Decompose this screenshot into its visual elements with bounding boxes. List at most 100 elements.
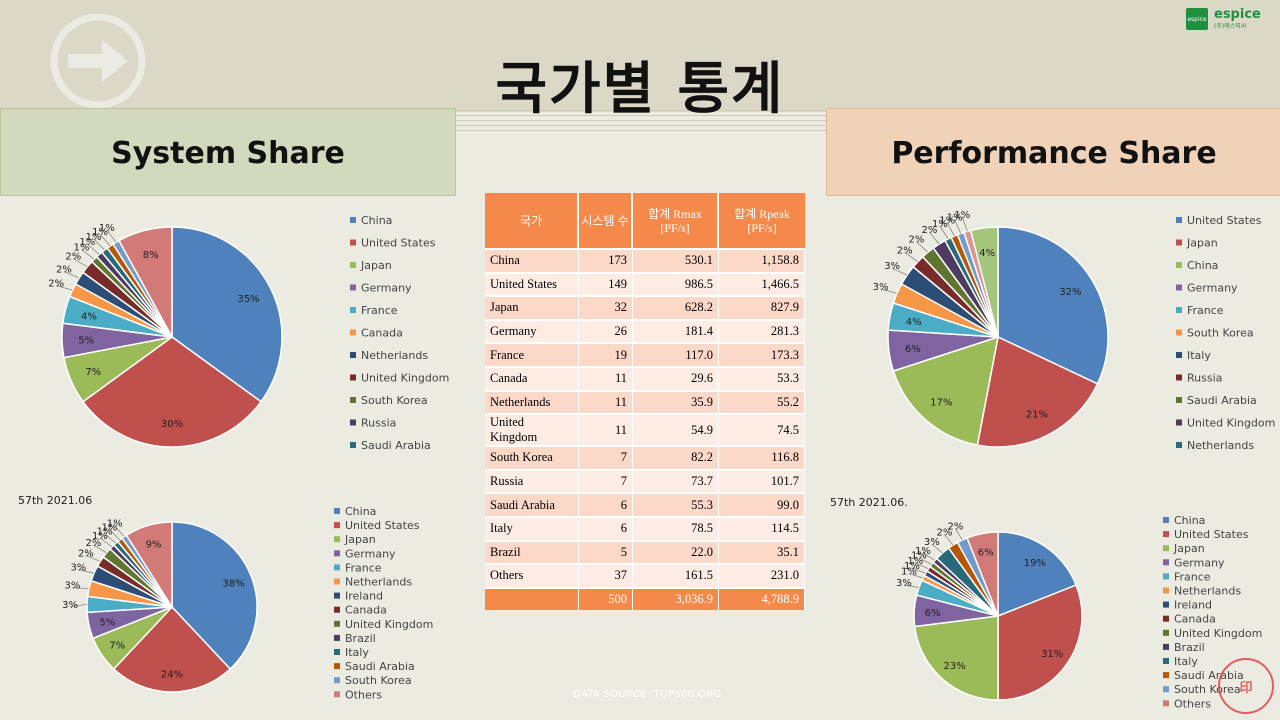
legend-swatch [1163,672,1169,679]
data-label: 1% [904,561,920,572]
data-label: 1% [79,237,95,248]
pie-slice [997,226,1109,385]
legend-label: United States [1187,214,1262,227]
table-cell: 281.3 [719,318,805,343]
table-cell: 101.7 [719,468,805,493]
legend-label: China [1187,259,1218,272]
data-label: 2% [48,279,64,290]
table-row: Italy 6 78.5 114.5 [485,515,805,540]
table-cell: Germany [485,318,579,343]
column-header: 합계 Rmax [PF/s] [633,193,719,248]
legend-label: South Korea [345,674,412,687]
chart-title: 57th 2021.06 [18,494,92,507]
leader-line [891,267,908,276]
legend-swatch [334,508,340,514]
table-cell: Others [485,563,579,587]
table-cell: Russia [485,468,579,493]
pie-slice [976,335,1099,448]
legend-label: China [361,214,392,227]
legend-label: Germany [1174,556,1225,569]
pie-slice [171,226,283,403]
legend-label: Netherlands [1187,439,1254,452]
legend-swatch [1163,629,1169,636]
table-cell: 181.4 [633,318,719,343]
legend-label: South Korea [1187,327,1254,340]
legend-label: Saudi Arabia [1187,394,1257,407]
data-label: 3% [62,600,78,611]
legend-label: Canada [345,604,387,617]
data-label: 2% [936,528,952,539]
data-label: 19% [1024,558,1046,569]
leader-line [903,584,920,588]
legend-label: Italy [1174,655,1198,668]
pie-slice [81,336,263,448]
pie-slice [117,226,173,338]
data-label: 1% [86,232,102,243]
table-cell: South Korea [485,445,579,469]
legend-label: Saudi Arabia [345,660,415,673]
legend-label: Germany [361,282,412,295]
table-cell: 149 [579,271,633,296]
leader-line [946,222,955,237]
table-cell: 173.3 [719,342,805,366]
legend-label: Others [1174,697,1211,710]
table-cell: 173 [579,248,633,272]
data-label: 1% [92,531,108,542]
data-label: 1% [911,551,927,562]
legend-label: Russia [1187,372,1222,385]
data-label: 1% [102,522,118,533]
legend-label: Ireland [1174,599,1212,612]
leader-line [70,603,88,608]
table-cell: Netherlands [485,389,579,414]
data-label: 6% [905,344,921,355]
table-cell: 827.9 [719,295,805,319]
legend-label: Ireland [345,590,383,603]
table-cell: 161.5 [633,563,719,587]
leader-line [911,567,926,574]
legend-label: China [345,505,376,518]
legend-swatch [334,649,340,655]
legend-label: Netherlands [361,349,428,362]
table-cell: 78.5 [633,515,719,540]
data-label: 4% [979,248,995,259]
leader-line [73,258,88,268]
table-row: Russia 7 73.7 101.7 [485,468,805,493]
table-row: Others 37 161.5 231.0 [485,563,805,587]
legend-swatch [1176,217,1182,223]
table-cell: 53.3 [719,365,805,390]
table-cell: 11 [579,389,633,414]
legend-label: Canada [1174,613,1216,626]
legend-swatch [1163,601,1169,608]
pie-slice [966,531,999,617]
legend-swatch [350,239,356,246]
data-label: 6% [925,608,941,619]
leader-line [880,288,898,294]
brand-mark-icon: espice [1186,8,1208,30]
system-share-heading: System Share [0,108,456,196]
leader-line [114,525,125,537]
leader-line [99,233,111,247]
legend-label: Saudi Arabia [361,439,431,452]
data-label: 2% [65,251,81,262]
table-row: Germany 26 181.4 281.3 [485,318,805,343]
seal-stamp: 印 [1218,658,1274,714]
total-cell: 4,788.9 [719,586,805,610]
legend-swatch [350,217,356,223]
table-cell: 6 [579,492,633,516]
data-label: 1% [947,213,963,224]
leader-line [85,555,101,562]
table-cell: 73.7 [633,468,719,493]
table-header-row: 국가 시스템 수 합계 Rmax [PF/s] 합계 Rpeak [PF/s] [485,193,805,248]
legend-swatch [350,419,356,426]
leader-line [78,569,95,574]
legend-swatch [334,550,340,557]
data-label: 31% [1041,649,1063,660]
pie-slice [913,615,999,701]
table-cell: 5 [579,539,633,564]
legend-swatch [334,522,340,529]
data-label: 8% [143,250,159,261]
pie-slice [997,531,1078,618]
leader-line [939,225,949,240]
legend-label: Russia [361,417,396,430]
legend-label: Netherlands [345,576,412,589]
